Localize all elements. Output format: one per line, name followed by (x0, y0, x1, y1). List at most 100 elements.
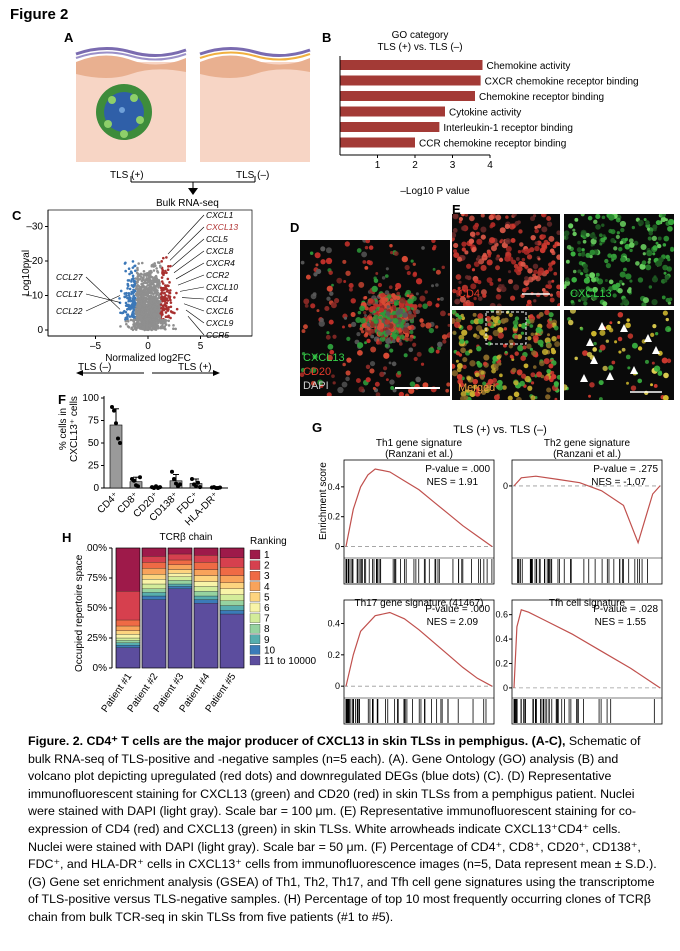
gsea-enrichment-curve (513, 475, 661, 545)
cxcl13-cd20-micrograph: CXCL13 CD20 DAPI (300, 240, 450, 396)
h-stack-segment (141, 599, 167, 669)
go-bar (340, 75, 481, 86)
h-bar-outline (115, 547, 141, 669)
merged-micrograph: Merged (452, 310, 560, 400)
h-stack-segment (167, 580, 193, 585)
gene-label: CCL22 (56, 306, 83, 316)
h-legend-title: Ranking (250, 536, 287, 547)
gsea-plots: Th1 gene signature (Ranzani et al.) P-valu… (328, 438, 663, 725)
cxcl13-micrograph: CXCL13 (564, 214, 674, 306)
gene-label: CCR5 (206, 330, 229, 340)
gsea-y-tick-label: 0.4 (495, 634, 508, 644)
h-legend-label: 1 (264, 550, 270, 561)
h-stack-segment (219, 613, 245, 669)
h-stack-segment (219, 594, 245, 601)
gsea-enrichment-curve (345, 468, 493, 547)
h-legend-swatch (249, 655, 261, 666)
arrowhead-marker (586, 338, 594, 346)
h-stack-segment (115, 647, 141, 669)
h-stack-segment (141, 592, 167, 597)
panel-b-title-2: TLS (+) vs. TLS (–) (377, 42, 463, 53)
h-stack-segment (219, 567, 245, 576)
h-y-tick-label: 75% (87, 573, 107, 584)
h-stack-segment (193, 586, 219, 592)
gsea-barcode (345, 559, 493, 583)
arrow-left-head (76, 370, 83, 376)
h-legend-label: 5 (264, 592, 270, 603)
f-data-point (138, 475, 142, 480)
gsea-pvalue: P-value = .000 (425, 464, 490, 475)
gsea-nes: NES = 2.09 (427, 617, 479, 628)
f-bar (109, 424, 123, 489)
h-legend-label: 11 to 10000 (264, 656, 317, 667)
volcano-plot: –30 –20 –10 0 –5 0 5 Normalized log2FC Log10pval… (21, 209, 253, 376)
arrowhead-marker (644, 334, 652, 342)
gene-leader-line (85, 295, 121, 312)
h-legend-swatch (249, 602, 261, 613)
gene-leader-line (177, 274, 205, 286)
h-stack-segment (219, 557, 245, 568)
panel-f-label: F (58, 392, 66, 407)
gsea-title: Tfh cell signature (549, 598, 626, 609)
panel-a-label: A (64, 30, 74, 45)
panel-h-ylabel: Occupied repertoire space (74, 554, 85, 672)
h-legend-swatch (249, 581, 261, 591)
gsea-y-tick-label: 0.2 (495, 658, 508, 668)
gsea-title: Th2 gene signature (544, 438, 631, 449)
arrowhead-marker (590, 356, 598, 364)
gsea-barcode (517, 559, 648, 583)
h-stack-segment (141, 595, 167, 600)
go-bar (340, 91, 475, 101)
h-stack-segment (219, 575, 245, 583)
go-x-tick-label: 2 (412, 160, 418, 171)
gene-label: CCL17 (56, 289, 83, 299)
panel-b-xlabel: –Log10 P value (400, 186, 470, 197)
f-data-point (194, 484, 198, 489)
h-bar-outline (141, 547, 167, 669)
panel-h-label: H (62, 530, 72, 545)
go-x-tick-label: 4 (487, 160, 493, 171)
zoom-region-box (485, 311, 527, 345)
h-stack-segment (115, 645, 141, 648)
h-legend-swatch (249, 613, 261, 623)
h-stack-segment (193, 575, 219, 582)
arrow-left-label: TLS (–) (78, 362, 111, 373)
go-x-tick-label: 1 (375, 160, 381, 171)
gsea-title: Th1 gene signature (376, 438, 463, 449)
panel-a-schematic (75, 47, 311, 195)
h-stack-segment (193, 599, 219, 604)
gsea-subtitle: (Ranzani et al.) (553, 449, 621, 460)
h-stack-segment (167, 573, 193, 577)
h-stack-segment (219, 582, 245, 589)
tls-pos-label: TLS (+) (110, 170, 144, 181)
gene-label: CXCL6 (206, 306, 234, 316)
gene-leader-line (85, 276, 121, 310)
volcano-x-tick-label: –5 (90, 341, 102, 352)
h-stack-segment (167, 559, 193, 565)
h-bar-outline (193, 547, 219, 669)
gene-label: CXCR4 (206, 258, 235, 268)
gene-label: CXCL1 (206, 210, 234, 220)
f-data-point (190, 477, 194, 481)
volcano-dots (118, 256, 179, 332)
volcano-y-tick-label: –10 (26, 291, 43, 302)
panel-c-label: C (12, 208, 22, 223)
volcano-y-tick-label: 0 (37, 325, 43, 336)
gsea-barcode (345, 699, 487, 723)
gsea-barcode (513, 699, 655, 723)
f-data-point (178, 482, 182, 487)
f-data-point (158, 485, 162, 490)
gene-leader-line (85, 293, 121, 303)
h-stack-segment (219, 588, 245, 595)
h-stack-segment (167, 547, 193, 555)
go-bar-label: Chemokine activity (487, 61, 571, 72)
figure-title: Figure 2 (10, 6, 69, 23)
gene-label: CXCL9 (206, 318, 234, 328)
f-data-point (114, 421, 118, 426)
gsea-pvalue: P-value = .028 (593, 604, 658, 615)
gene-leader-line (181, 297, 205, 300)
merged-zoom-micrograph (564, 310, 674, 400)
panel-d-label: D (290, 220, 300, 235)
go-bar-label: Cytokine activity (449, 108, 521, 119)
gene-label: CCL4 (206, 294, 228, 304)
